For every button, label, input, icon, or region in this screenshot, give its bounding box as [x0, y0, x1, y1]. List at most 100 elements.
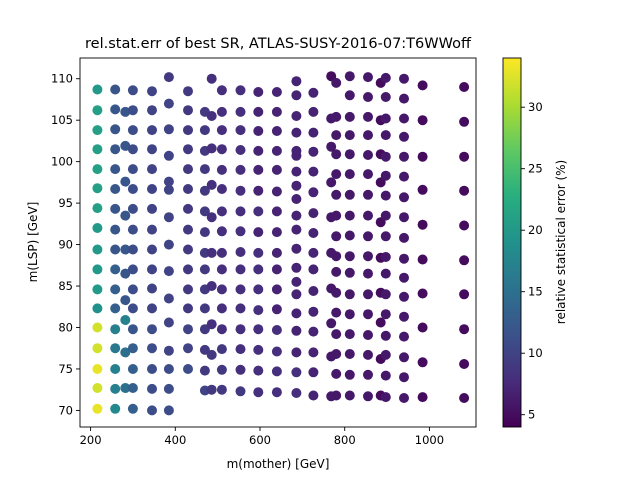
data-point — [380, 170, 391, 181]
colorbar-label: relative statistical error (%) — [554, 160, 568, 324]
colorbar-tick-label: 10 — [528, 346, 543, 360]
data-point — [331, 210, 342, 221]
data-point — [459, 82, 470, 92]
colorbar — [503, 58, 521, 427]
data-point — [92, 144, 103, 155]
data-point — [163, 176, 174, 187]
data-point — [459, 151, 470, 162]
data-point — [331, 189, 342, 200]
data-point — [92, 125, 103, 136]
data-point — [199, 125, 210, 136]
data-point — [399, 291, 409, 302]
colorbar-tick-label: 25 — [528, 162, 543, 176]
data-point — [399, 171, 409, 182]
data-point — [253, 344, 264, 355]
data-point — [399, 311, 409, 322]
data-point — [380, 289, 391, 300]
data-point — [363, 111, 373, 122]
data-point — [253, 164, 264, 175]
data-point — [206, 384, 217, 395]
y-tick-label: 95 — [58, 196, 73, 210]
data-point — [271, 206, 282, 217]
data-point — [120, 315, 131, 325]
data-point — [417, 392, 428, 403]
data-points — [92, 71, 470, 416]
colorbar-frame — [502, 57, 522, 428]
data-point — [183, 244, 193, 255]
data-point — [253, 264, 264, 275]
data-point — [417, 288, 428, 299]
data-point — [216, 106, 227, 117]
data-point — [92, 203, 103, 214]
data-point — [163, 364, 174, 374]
colorbar-ticks: 5 10 15 20 25 30 — [521, 100, 543, 422]
data-point — [235, 164, 246, 175]
data-point — [216, 247, 227, 258]
data-point — [199, 227, 210, 238]
data-point — [380, 231, 391, 242]
data-point — [326, 141, 337, 152]
data-point — [127, 125, 138, 136]
data-point — [163, 383, 174, 394]
data-point — [417, 357, 428, 368]
data-point — [163, 266, 174, 277]
data-point — [363, 251, 373, 262]
data-point — [344, 90, 355, 101]
data-point — [216, 303, 227, 314]
data-point — [308, 347, 319, 358]
data-point — [147, 203, 157, 214]
data-point — [183, 184, 193, 194]
data-point — [344, 289, 355, 300]
data-point — [308, 187, 319, 198]
data-point — [363, 92, 373, 102]
data-point — [216, 184, 227, 194]
data-point — [163, 405, 174, 416]
data-point — [163, 124, 174, 135]
data-point — [216, 264, 227, 275]
data-point — [206, 212, 217, 223]
data-point — [363, 369, 373, 380]
data-point — [344, 130, 355, 141]
x-tick-label: 400 — [164, 433, 186, 447]
data-point — [363, 231, 373, 242]
y-tick-label: 105 — [51, 113, 73, 127]
data-point — [92, 322, 103, 333]
data-point — [308, 166, 319, 177]
x-tick-label: 200 — [80, 433, 102, 447]
data-point — [291, 367, 302, 378]
data-point — [291, 308, 302, 319]
data-point — [235, 185, 246, 196]
data-point — [110, 244, 121, 255]
data-point — [380, 330, 391, 341]
data-point — [331, 287, 342, 298]
data-point — [92, 84, 103, 95]
data-point — [110, 144, 121, 155]
data-point — [363, 210, 373, 221]
data-point — [206, 319, 217, 330]
data-point — [291, 76, 302, 87]
data-point — [331, 266, 342, 277]
data-point — [291, 90, 302, 101]
data-point — [253, 87, 264, 97]
data-point — [380, 252, 391, 262]
data-point — [92, 303, 103, 314]
data-point — [459, 359, 470, 369]
data-point — [92, 164, 103, 175]
data-point — [331, 349, 342, 359]
data-point — [235, 226, 246, 237]
data-point — [399, 151, 409, 162]
data-point — [417, 115, 428, 126]
data-point — [110, 124, 121, 135]
data-point — [399, 253, 409, 264]
data-point — [331, 251, 342, 262]
data-point — [363, 309, 373, 320]
data-point — [363, 289, 373, 300]
data-point — [253, 365, 264, 376]
data-point — [291, 166, 302, 177]
x-tick-label: 1000 — [415, 433, 444, 447]
data-point — [291, 388, 302, 398]
data-point — [199, 206, 210, 217]
data-point — [183, 224, 193, 235]
data-point — [417, 184, 428, 195]
